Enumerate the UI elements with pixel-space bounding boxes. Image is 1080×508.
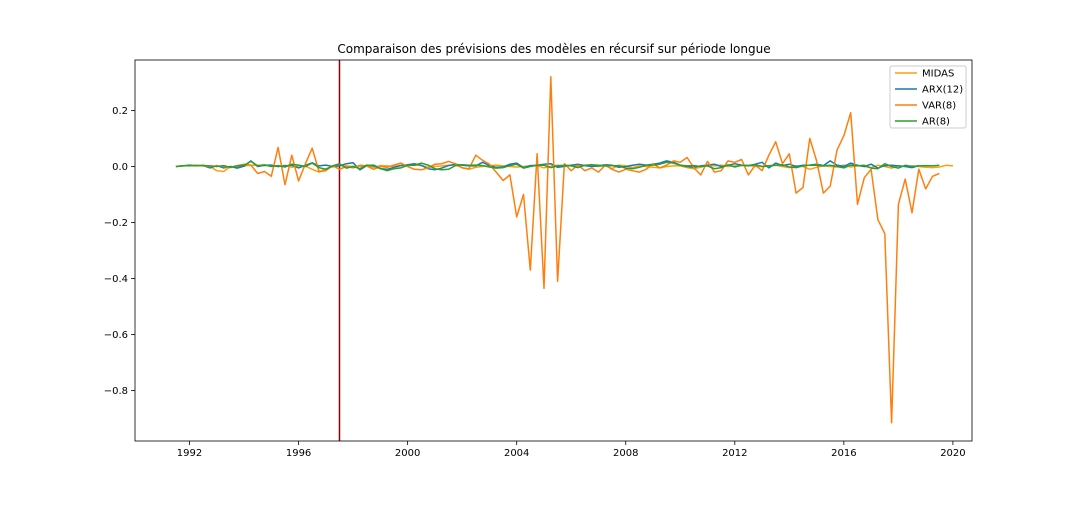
- legend-box: [889, 65, 967, 129]
- y-tick-label: −0.2: [104, 218, 128, 229]
- x-tick-label: 2008: [613, 448, 638, 459]
- series-line-ar-8: [175, 160, 940, 172]
- x-tick-label: 2000: [395, 448, 420, 459]
- chart-title: Comparaison des prévisions des modèles e…: [337, 42, 770, 56]
- x-tick-label: 2004: [504, 448, 529, 459]
- x-tick-label: 2012: [722, 448, 747, 459]
- y-tick-label: 0.0: [112, 162, 128, 173]
- x-tick-label: 2020: [940, 448, 965, 459]
- plot-area: [175, 60, 953, 441]
- legend: MIDAS ARX(12) VAR(8) AR(8): [889, 65, 967, 129]
- legend-label: MIDAS: [922, 69, 954, 80]
- plot-frame: [134, 59, 973, 442]
- legend-label: VAR(8): [922, 101, 956, 112]
- y-tick-label: 0.2: [112, 106, 128, 117]
- series-line-var-8: [175, 76, 940, 424]
- y-axis: 0.2 0.0 −0.2 −0.4 −0.6 −0.8: [104, 106, 135, 397]
- x-axis: 1992 1996 2000 2004 2008 2012 2016 2020: [177, 441, 966, 459]
- x-tick-label: 1996: [286, 448, 311, 459]
- legend-label: ARX(12): [922, 85, 963, 96]
- legend-label: AR(8): [922, 117, 950, 128]
- x-tick-label: 1992: [177, 448, 202, 459]
- x-tick-label: 2016: [831, 448, 856, 459]
- y-tick-label: −0.6: [104, 330, 128, 341]
- y-tick-label: −0.4: [104, 274, 128, 285]
- y-tick-label: −0.8: [104, 386, 128, 397]
